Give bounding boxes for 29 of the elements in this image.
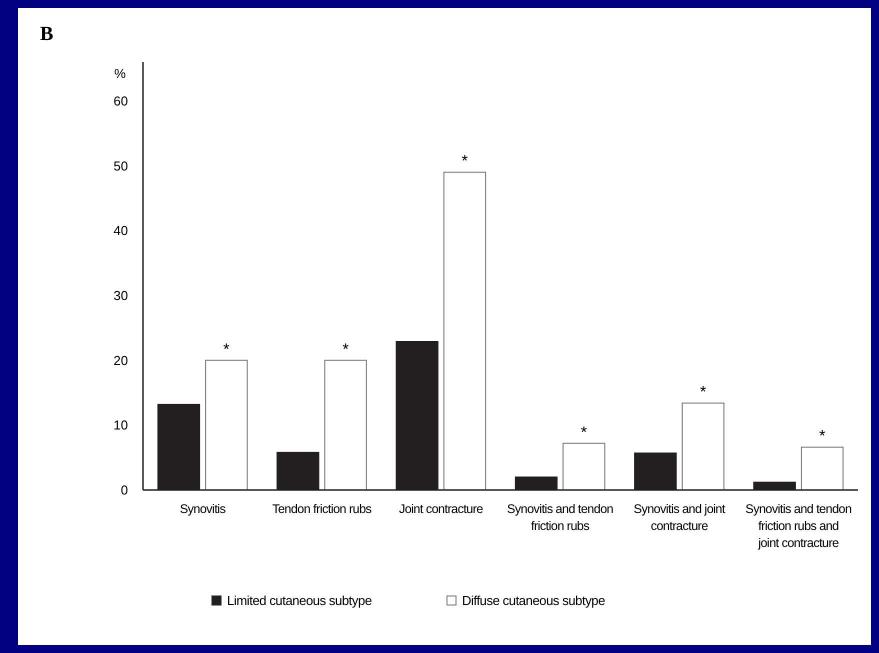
x-tick-label: Synovitis and joint contracture [634, 502, 726, 533]
y-axis-title: % [114, 66, 126, 81]
bar [682, 402, 724, 490]
y-tick-label: 40 [114, 223, 128, 238]
annotation: * [700, 384, 706, 402]
y-tick-label: 50 [114, 158, 128, 174]
x-tick-label: Synovitis and tendon friction rubs [507, 502, 614, 533]
x-tick-label: Tendon friction rubs [272, 502, 372, 516]
bar [443, 172, 486, 490]
bar [324, 360, 367, 490]
annotation: * [223, 341, 230, 358]
x-tick-label: Synovitis [180, 502, 226, 516]
legend-label: Diffuse cutaneous subtype [462, 593, 606, 608]
bar [562, 442, 606, 490]
x-tick-label: Synovitis and tendon friction rubs and joint contracture [745, 502, 852, 550]
legend-label: Limited cutaneous subtype [227, 593, 372, 608]
y-tick-label: 20 [114, 352, 128, 368]
bar [205, 360, 248, 490]
annotation: * [819, 428, 826, 446]
x-tick-label: Joint contracture [398, 502, 484, 516]
annotation: * [462, 153, 468, 170]
y-tick-label: 60 [114, 93, 128, 108]
y-tick-label: 0 [120, 482, 128, 498]
annotation: * [580, 424, 588, 442]
bar [800, 446, 844, 490]
y-tick-label: 30 [114, 288, 128, 304]
chart-title: B [40, 23, 54, 45]
annotation: * [342, 341, 349, 358]
y-tick-label: 10 [114, 418, 128, 433]
